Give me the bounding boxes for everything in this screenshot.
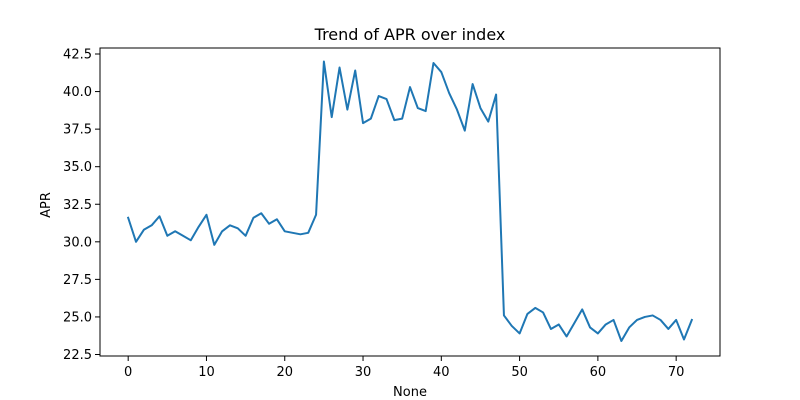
x-tick-label: 0: [124, 365, 132, 380]
y-tick-label: 37.5: [63, 123, 92, 138]
x-tick-label: 20: [276, 365, 293, 380]
x-tick-label: 40: [433, 365, 450, 380]
y-tick-label: 32.5: [63, 198, 92, 213]
x-axis-label: None: [393, 385, 427, 400]
x-tick-label: 10: [198, 365, 215, 380]
y-tick-label: 22.5: [63, 348, 92, 363]
y-tick-label: 35.0: [63, 160, 92, 175]
chart-title: Trend of APR over index: [314, 25, 506, 44]
y-axis-label: APR: [39, 192, 54, 218]
y-tick-label: 25.0: [63, 310, 92, 325]
x-tick-label: 60: [590, 365, 607, 380]
y-tick-label: 30.0: [63, 235, 92, 250]
y-tick-label: 27.5: [63, 273, 92, 288]
y-axis: 22.5 25.0 27.5 30.0 32.5 35.0 37.5 40.0 42.5: [63, 48, 100, 363]
x-tick-label: 30: [355, 365, 372, 380]
x-axis: 0 10 20 30 40 50 60 70: [124, 356, 684, 380]
x-tick-label: 50: [511, 365, 528, 380]
x-tick-label: 70: [668, 365, 685, 380]
y-tick-label: 40.0: [63, 85, 92, 100]
plot-frame: [99, 47, 721, 357]
plot-area: [99, 47, 721, 357]
series-line-0: [126, 60, 694, 342]
y-tick-label: 42.5: [63, 48, 92, 63]
